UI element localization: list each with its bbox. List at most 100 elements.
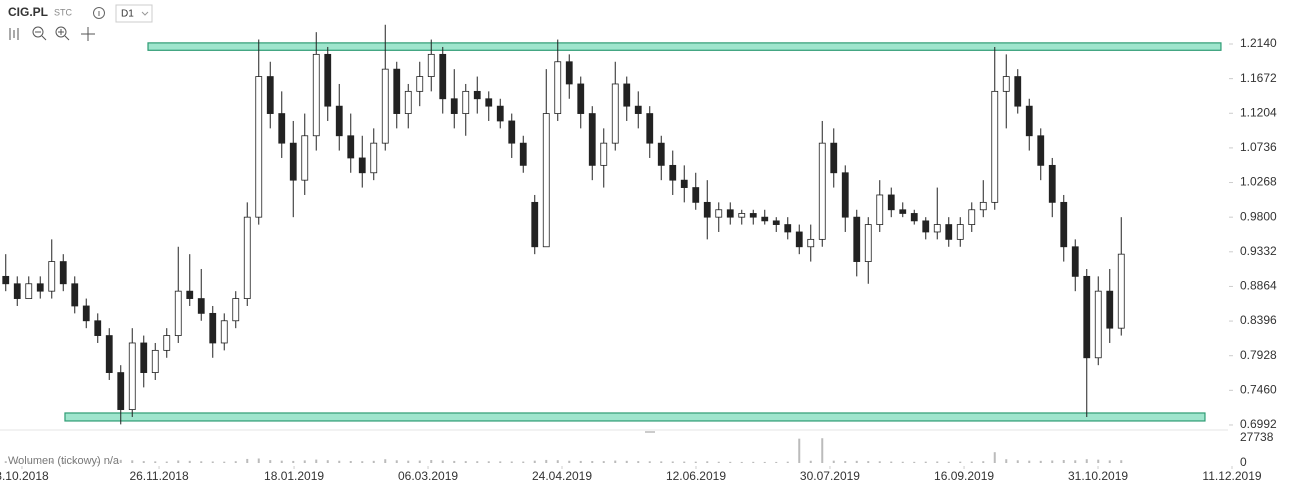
volume-bar (85, 461, 88, 463)
candle-body (680, 179, 688, 188)
dropdown-arrow (141, 11, 149, 16)
volume-bar (223, 461, 226, 463)
candle-body (922, 220, 930, 233)
volume-bar (878, 461, 881, 463)
candle-body (1083, 275, 1091, 359)
volume-bar (591, 461, 594, 463)
candle-body (945, 224, 953, 240)
volume-bar (614, 460, 617, 463)
y-tick-label: 0.6992 (1240, 417, 1277, 431)
pan-tool[interactable] (81, 27, 95, 41)
volume-bar (752, 461, 755, 463)
candle-body (347, 135, 355, 159)
zoom-in-glyph (58, 29, 70, 41)
candle-body (105, 335, 113, 373)
volume-bar (959, 461, 962, 463)
candle-body (266, 76, 274, 114)
candle-body (1025, 105, 1033, 137)
toolbar (9, 26, 95, 41)
candle-body (738, 213, 746, 218)
volume-bar (844, 461, 847, 463)
zoom-out[interactable] (32, 26, 44, 38)
volume-bar (947, 461, 950, 463)
candle-body (761, 216, 769, 222)
volume-bar (798, 438, 801, 463)
volume-bar (280, 460, 283, 463)
candle-body (795, 231, 803, 248)
candle-body (324, 53, 332, 107)
volume-bar (349, 461, 352, 463)
y-tick-label: 1.1204 (1240, 105, 1277, 119)
volume-bar (683, 461, 686, 463)
volume-bar (27, 461, 30, 463)
volume-tick-label: 27738 (1240, 430, 1274, 444)
candle-body (289, 142, 297, 181)
candle-body (59, 261, 67, 285)
volume-bar (257, 458, 260, 463)
volume-bar (234, 461, 237, 463)
candle-body (439, 53, 447, 100)
candle-body (531, 201, 539, 248)
volume-bar (395, 460, 398, 463)
y-tick-label: 1.2140 (1240, 36, 1277, 50)
candle-body (565, 61, 573, 85)
volume-label: Wolumen (tickowy) n/a (8, 455, 120, 467)
candle-body (1014, 76, 1022, 107)
volume-bar (1016, 460, 1019, 463)
volume-bar (740, 461, 743, 463)
info-icon[interactable] (93, 7, 105, 19)
x-tick-label: 06.03.2019 (398, 469, 458, 483)
candle-body (1094, 290, 1102, 359)
volume-bar (832, 460, 835, 463)
volume-bar (487, 461, 490, 463)
volume-bar (533, 460, 536, 463)
symbol: CIG.PL (8, 5, 48, 19)
volume-bar (165, 461, 168, 463)
candle-body (151, 349, 159, 373)
volume-bar (775, 461, 778, 463)
volume-bar (50, 460, 53, 463)
candle-body (232, 298, 240, 322)
volume-bar (602, 461, 605, 463)
zoom-in[interactable] (55, 26, 67, 38)
x-tick-label: 31.10.2019 (1068, 469, 1128, 483)
x-tick-label: 11.12.2019 (1202, 469, 1261, 483)
candle-body (519, 142, 527, 166)
volume-bar (315, 459, 318, 463)
volume-bar (372, 460, 375, 463)
volume-bar (913, 461, 916, 463)
candle-body (197, 298, 205, 314)
candle-body (1060, 201, 1068, 248)
y-tick-label: 0.7460 (1240, 383, 1277, 397)
y-tick-label: 0.7928 (1240, 348, 1277, 362)
candle-body (968, 209, 976, 225)
y-tick-label: 1.1672 (1240, 71, 1277, 85)
volume-bar (188, 460, 191, 463)
volume-bar (16, 461, 19, 463)
volume-bar (809, 460, 812, 463)
candle-body (94, 320, 102, 336)
candle-body (82, 305, 90, 322)
y-tick-label: 0.9332 (1240, 244, 1277, 258)
candle-body (358, 157, 366, 174)
candles-tool[interactable] (9, 28, 19, 40)
volume-bar (936, 461, 939, 463)
candle-body (657, 142, 665, 166)
volume-bar (200, 461, 203, 463)
candle-body (1037, 135, 1045, 166)
candle-body (427, 53, 435, 77)
candle-body (634, 105, 642, 114)
volume-bar (384, 459, 387, 463)
candle-body (473, 90, 481, 100)
interval-select[interactable] (115, 4, 153, 23)
candle-body (163, 335, 171, 351)
market: STC (54, 7, 73, 17)
volume-bar (292, 460, 295, 463)
candle-body (496, 105, 504, 122)
candle-body (611, 83, 619, 144)
volume-bar (430, 460, 433, 463)
candle-body (715, 209, 723, 218)
volume-bar (694, 461, 697, 463)
candle-body (174, 290, 182, 336)
volume-bar (545, 459, 548, 463)
